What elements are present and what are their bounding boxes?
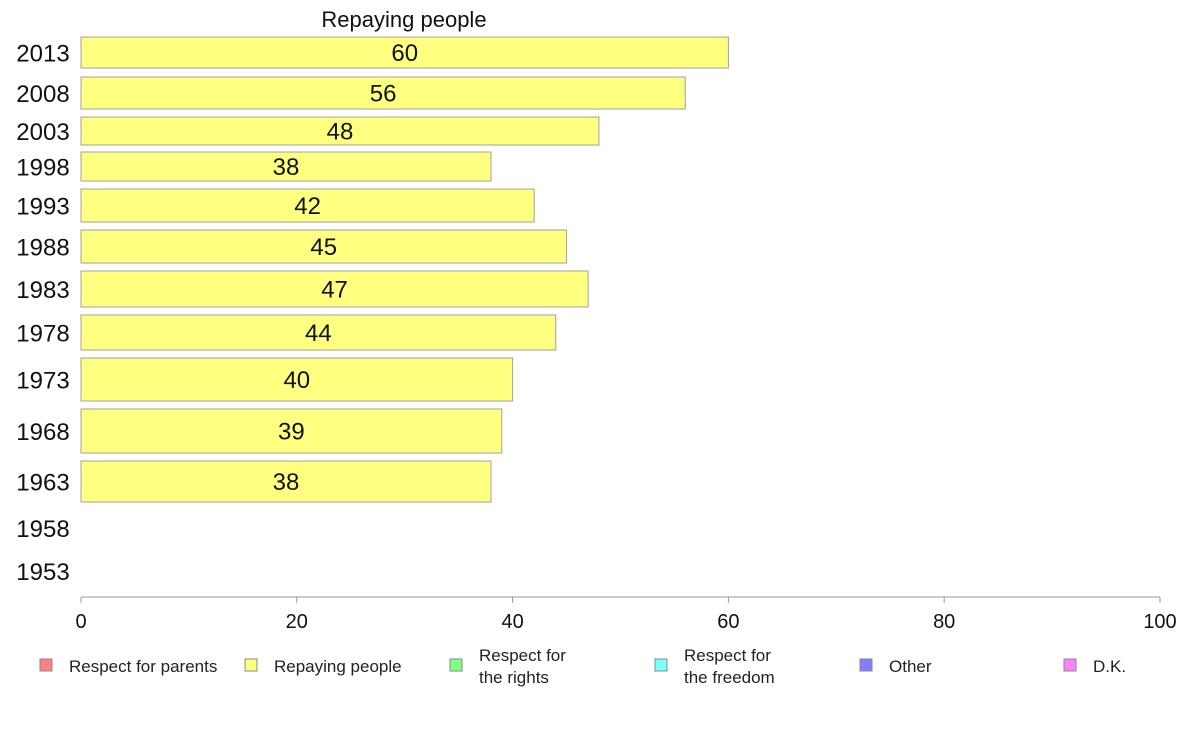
legend-label-0: Respect for parents [69, 657, 217, 676]
bar-value-label-1978: 44 [305, 320, 332, 347]
x-tick-label-0: 0 [75, 611, 86, 633]
bar-1988 [80, 229, 568, 264]
bar-1963 [80, 460, 492, 503]
bar-1983 [80, 270, 589, 308]
year-label-1978: 1978 [16, 321, 69, 348]
bar-2013 [80, 36, 729, 69]
bar-value-label-2003: 48 [327, 119, 354, 146]
year-label-1958: 1958 [16, 516, 69, 543]
bar-value-label-2013: 60 [391, 40, 418, 67]
legend-swatch-1 [244, 658, 258, 672]
legend-label-3-line-0: Respect for [684, 646, 771, 665]
year-label-1983: 1983 [16, 277, 69, 304]
bar-1968 [80, 408, 503, 454]
year-label-1968: 1968 [16, 419, 69, 446]
year-label-1963: 1963 [16, 470, 69, 497]
chart-title: Repaying people [321, 7, 486, 32]
year-label-2013: 2013 [16, 41, 69, 68]
bar-value-label-1988: 45 [310, 234, 337, 261]
bar-1973 [80, 357, 514, 402]
bar-2008 [80, 76, 686, 110]
bar-1993 [80, 188, 535, 223]
legend-swatch-5 [1063, 658, 1077, 672]
legend-label-2-line-0: Respect for [479, 646, 566, 665]
legend-label-2-line-1: the rights [479, 668, 549, 687]
bar-1978 [80, 314, 557, 351]
year-label-1993: 1993 [16, 194, 69, 221]
bar-value-label-1963: 38 [273, 469, 300, 496]
bar-value-label-1993: 42 [294, 193, 321, 220]
year-label-2003: 2003 [16, 119, 69, 146]
year-label-1988: 1988 [16, 235, 69, 262]
x-tick-label-40: 40 [501, 611, 523, 633]
bar-value-label-1973: 40 [283, 367, 310, 394]
legend-label-3-line-1: the freedom [684, 668, 775, 687]
bar-value-label-2008: 56 [370, 81, 397, 108]
x-tick-label-80: 80 [933, 611, 955, 633]
legend-swatch-4 [859, 658, 873, 672]
year-label-1973: 1973 [16, 368, 69, 395]
year-label-2008: 2008 [16, 81, 69, 108]
bar-value-label-1983: 47 [321, 277, 348, 304]
legend-label-4: Other [889, 657, 932, 676]
bar-1998 [80, 151, 492, 182]
legend-swatch-2 [449, 658, 463, 672]
x-tick-label-100: 100 [1143, 611, 1176, 633]
year-label-1953: 1953 [16, 559, 69, 586]
bar-value-label-1998: 38 [273, 154, 300, 181]
year-label-1998: 1998 [16, 155, 69, 182]
legend-label-1: Repaying people [274, 657, 402, 676]
legend-label-5: D.K. [1093, 657, 1126, 676]
legend-swatch-0 [39, 658, 53, 672]
x-tick-label-60: 60 [717, 611, 739, 633]
x-tick-label-20: 20 [286, 611, 308, 633]
legend-swatch-3 [654, 658, 668, 672]
bar-value-label-1968: 39 [278, 419, 305, 446]
bar-2003 [80, 116, 600, 146]
